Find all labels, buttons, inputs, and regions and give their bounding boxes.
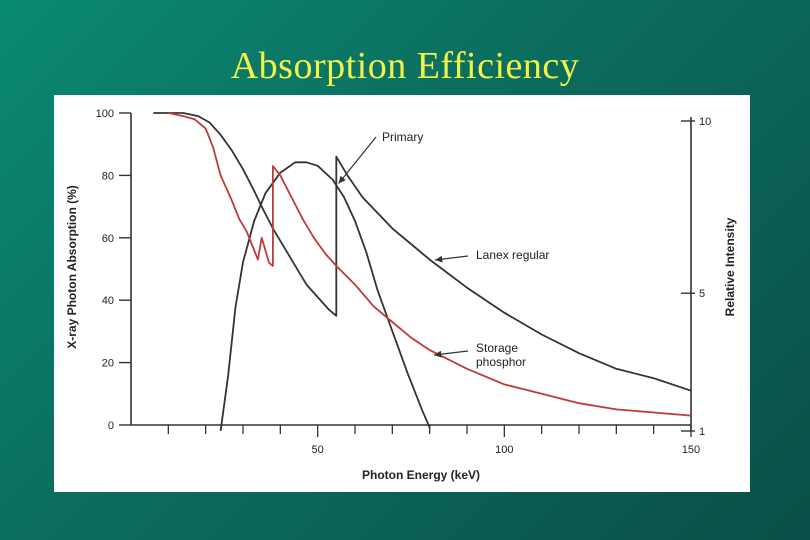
y2-axis-label: Relative Intensity — [723, 217, 737, 316]
chart-panel: 0 20 40 60 80 100 50 100 150 1 5 10 Primary Lanex re… — [54, 95, 750, 492]
y2-tick-label: 10 — [699, 116, 711, 128]
y2-tick-label: 1 — [699, 426, 705, 438]
x-axis-label: Photon Energy (keV) — [362, 468, 480, 482]
series-storage-phosphor-line — [168, 112, 692, 417]
y-tick-label: 80 — [102, 170, 114, 182]
annotation-lanex-regular: Lanex regular — [476, 248, 549, 262]
y2-tick-label: 5 — [699, 288, 705, 300]
y-tick-label: 0 — [108, 420, 114, 432]
series-primary-line — [219, 161, 431, 432]
y-tick-label: 40 — [102, 295, 114, 307]
slide-title: Absorption Efficiency — [230, 45, 580, 87]
y-axis-label: X-ray Photon Absorption (%) — [65, 185, 79, 349]
absorption-chart: 0 20 40 60 80 100 50 100 150 1 5 10 Primary Lanex re… — [65, 108, 737, 482]
series-lanex-regular-line — [153, 112, 692, 392]
y-tick-label: 100 — [96, 108, 114, 120]
series-layer — [153, 112, 692, 432]
annotation-storage-phosphor-line: phosphor — [476, 355, 526, 369]
annotation-storage-phosphor-line: Storage — [476, 341, 518, 355]
y-tick-label: 20 — [102, 358, 114, 370]
annotation-primary-arrow-head — [338, 175, 346, 184]
annotation-storage-phosphor: Storage phosphor — [476, 341, 526, 369]
x-tick-label: 50 — [312, 444, 324, 456]
y-tick-label: 60 — [102, 233, 114, 245]
chart-axes: 0 20 40 60 80 100 50 100 150 1 5 10 — [96, 108, 712, 456]
annotation-primary-arrow — [338, 136, 377, 184]
annotation-primary: Primary — [382, 130, 423, 144]
x-tick-label: 150 — [682, 444, 700, 456]
x-tick-label: 100 — [495, 444, 513, 456]
annotation-layer: Primary Lanex regular Storage phosphor — [338, 130, 549, 369]
annotation-storage-arrow-head — [434, 350, 442, 358]
annotation-lanex-arrow-head — [435, 255, 443, 263]
